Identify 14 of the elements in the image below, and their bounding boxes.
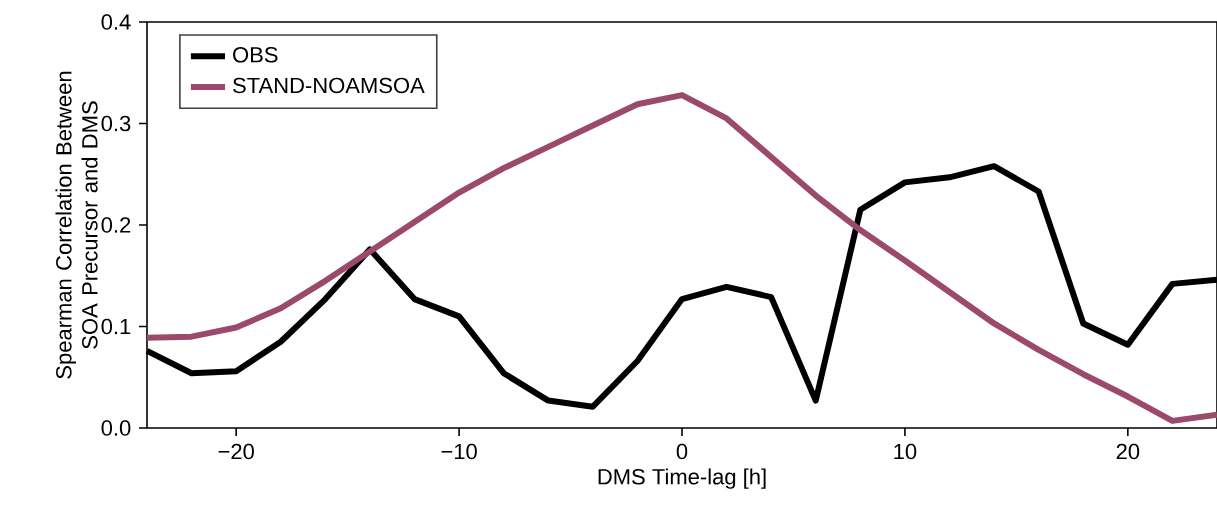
y-tick-label: 0.1: [101, 318, 131, 335]
y-tick-label: 0.3: [101, 115, 131, 132]
x-tick-label: −20: [218, 443, 254, 460]
x-tick-label: 0: [676, 443, 688, 460]
y-tick-label: 0.2: [101, 217, 131, 233]
y-axis-title: Spearman Correlation Between SOA Precursor and DMS: [55, 71, 98, 379]
y-tick-label: 0.0: [101, 420, 131, 436]
x-tick-label: 10: [894, 443, 917, 460]
legend-label: STAND-NOAMSOA: [233, 77, 425, 94]
x-tick-label: 20: [1116, 443, 1140, 460]
x-axis-title: DMS Time-lag [h]: [598, 468, 766, 489]
legend-label: OBS: [233, 47, 278, 63]
x-tick-label: −10: [441, 443, 477, 460]
y-tick-label: 0.4: [101, 14, 131, 30]
